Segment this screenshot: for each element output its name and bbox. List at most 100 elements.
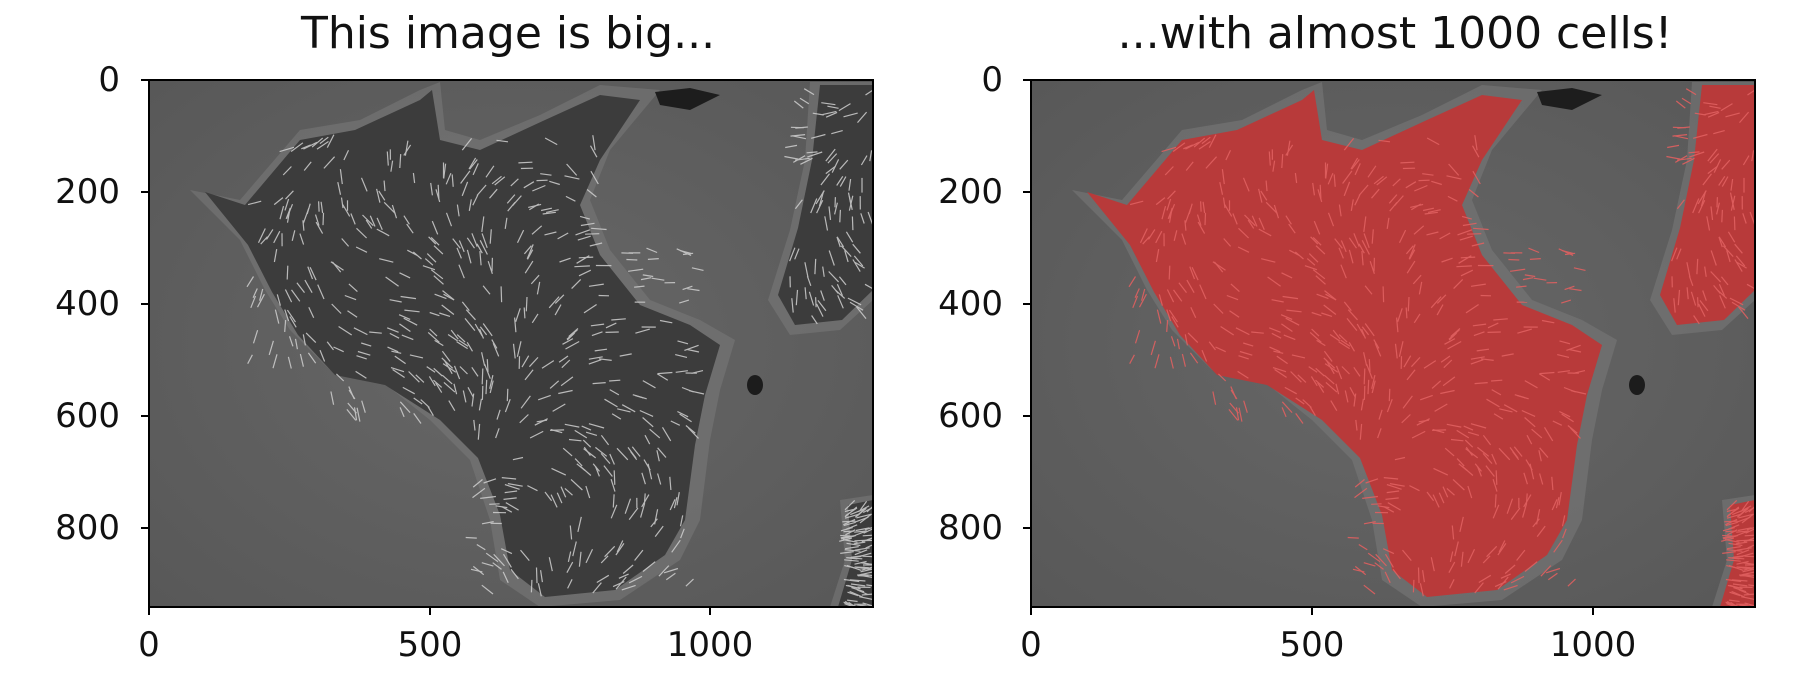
- cell-rod: [1453, 278, 1464, 290]
- cell-rod: [1171, 316, 1179, 328]
- cell-rod: [827, 105, 839, 109]
- cell-rod: [1401, 414, 1411, 424]
- cell-rod: [808, 291, 815, 306]
- cell-rod: [307, 266, 314, 280]
- cell-rod: [1238, 407, 1243, 422]
- cell-rod: [1513, 446, 1523, 457]
- cell-rod: [1474, 135, 1478, 151]
- cell-rod: [1354, 479, 1365, 488]
- cell-rod: [1309, 331, 1322, 343]
- cell-rod: [1311, 328, 1320, 337]
- cell-rod: [592, 135, 596, 151]
- cell-rod: [305, 332, 317, 344]
- cell-rod: [528, 203, 540, 211]
- cell-rod: [592, 463, 600, 472]
- cell-rod: [1449, 579, 1455, 589]
- cell-rod: [657, 371, 673, 375]
- cell-rod: [1738, 513, 1754, 519]
- cell-rod: [415, 374, 425, 383]
- cell-rod: [1338, 341, 1350, 350]
- cell-rod: [284, 289, 293, 303]
- cell-rod: [840, 551, 854, 554]
- cell-rod: [860, 155, 868, 166]
- cell-rod: [576, 255, 590, 264]
- cell-rod: [838, 103, 851, 112]
- cell-rod: [1229, 402, 1239, 414]
- cell-rod: [1213, 303, 1224, 314]
- cell-rod: [341, 238, 350, 247]
- cell-rod: [1725, 112, 1740, 118]
- cell-rod: [588, 423, 605, 429]
- cell-rod: [1746, 283, 1755, 290]
- cell-rod: [531, 313, 539, 324]
- cell-rod: [284, 320, 287, 332]
- cell-rod: [1667, 144, 1680, 149]
- cell-rod: [1426, 137, 1440, 146]
- cell-rod: [854, 516, 869, 523]
- cell-rod: [1208, 134, 1217, 148]
- cell-rod: [840, 534, 853, 537]
- cell-rod: [483, 478, 497, 484]
- cell-rod: [1350, 157, 1359, 170]
- cell-rod: [369, 215, 376, 227]
- cell-rod: [361, 342, 372, 347]
- cell-rod: [1497, 576, 1509, 590]
- cell-rod: [1230, 283, 1240, 293]
- cell-rod: [1456, 458, 1465, 467]
- cell-rod: [685, 578, 694, 587]
- cell-rod: [1713, 130, 1725, 135]
- cell-rod: [864, 526, 873, 531]
- cell-rod: [862, 555, 873, 558]
- cell-rod: [1156, 309, 1162, 324]
- cell-rod: [849, 301, 864, 311]
- cell-rod: [259, 288, 264, 301]
- cell-rod: [530, 274, 540, 285]
- cell-rod: [398, 314, 411, 320]
- cell-rod: [1222, 197, 1226, 209]
- cell-rod: [1205, 156, 1218, 169]
- cell-rod: [489, 380, 494, 394]
- cell-rod: [565, 340, 580, 350]
- cell-rod: [1283, 334, 1296, 341]
- cell-rod: [853, 541, 866, 545]
- cell-rod: [1290, 371, 1302, 383]
- cell-rod: [806, 151, 818, 154]
- cell-rod: [1450, 328, 1461, 338]
- cell-rod: [1403, 355, 1412, 368]
- cell-rod: [473, 419, 476, 431]
- cell-rod: [1422, 207, 1435, 212]
- cell-rod: [847, 599, 858, 603]
- cell-rod: [1533, 277, 1547, 281]
- cell-rod: [1744, 506, 1755, 514]
- cell-rod: [1722, 534, 1735, 537]
- cell-rod: [286, 309, 296, 323]
- cell-rod: [492, 342, 500, 357]
- cell-rod: [1410, 203, 1422, 211]
- cell-rod: [506, 388, 509, 402]
- cell-rod: [1573, 267, 1586, 271]
- cell-rod: [1553, 539, 1563, 553]
- cell-rod: [505, 502, 519, 511]
- right-axes-frame: [1030, 79, 1756, 608]
- cell-rod: [854, 549, 868, 556]
- cell-rod: [682, 285, 693, 291]
- cell-rod: [568, 438, 582, 442]
- cell-rod: [1746, 526, 1755, 531]
- cell-rod: [288, 336, 294, 347]
- cell-rod: [1557, 370, 1570, 373]
- cell-rod: [1726, 559, 1741, 562]
- cell-rod: [495, 428, 500, 439]
- cell-rod: [317, 284, 325, 300]
- cell-rod: [679, 413, 692, 423]
- cell-rod: [828, 271, 840, 283]
- cell-rod: [1190, 306, 1197, 319]
- cell-rod: [1383, 477, 1399, 480]
- cell-rod: [1558, 491, 1562, 506]
- cell-rod: [793, 155, 806, 163]
- cell-rod: [1702, 173, 1712, 186]
- cell-rod: [548, 296, 560, 309]
- cell-rod: [616, 540, 624, 553]
- cell-rod: [1261, 258, 1276, 263]
- cell-rod: [790, 134, 806, 137]
- cell-rod: [1742, 213, 1747, 224]
